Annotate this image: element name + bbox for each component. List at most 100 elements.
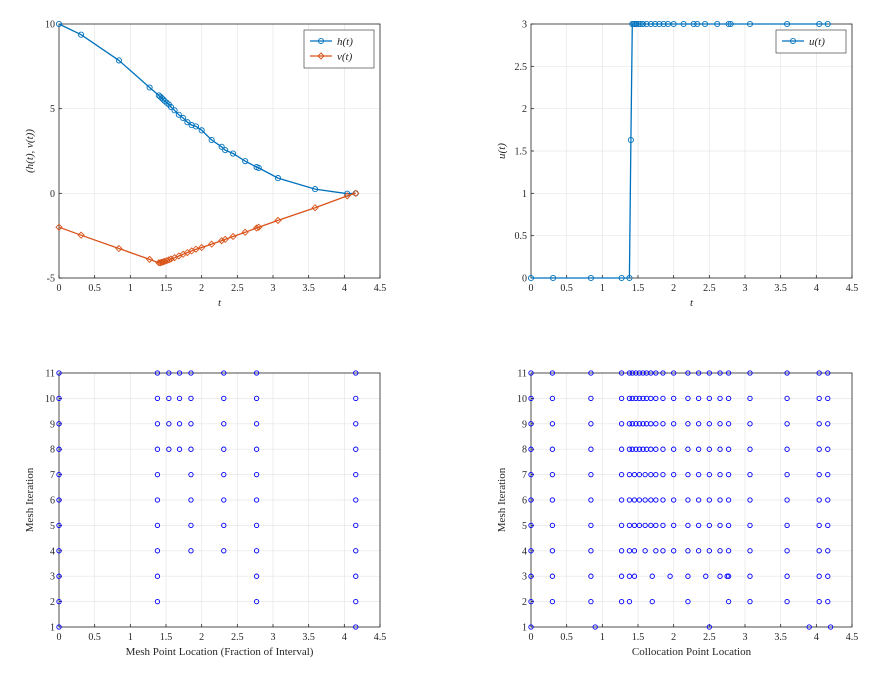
x-tick-label: 2	[671, 283, 676, 294]
y-tick-label: 4	[522, 546, 527, 557]
mesh-point	[549, 522, 556, 529]
x-tick-label: 4	[814, 632, 819, 643]
mesh-point	[695, 370, 702, 376]
mesh-point	[253, 395, 260, 402]
y-tick-label: 1.5	[515, 147, 528, 158]
mesh-point	[660, 421, 666, 427]
x-tick-label: 2	[199, 283, 204, 294]
mesh-point	[618, 497, 625, 503]
mesh-point	[56, 497, 62, 503]
mesh-point	[725, 395, 732, 402]
data-point-circle	[690, 20, 697, 28]
y-tick-label: 9	[522, 419, 527, 430]
mesh-point	[353, 446, 359, 452]
mesh-point	[588, 421, 594, 427]
mesh-point	[653, 522, 659, 529]
mesh-point	[660, 395, 666, 402]
data-point-circle	[55, 20, 63, 28]
x-tick-label: 1	[128, 283, 133, 294]
mesh-point	[653, 548, 659, 554]
mesh-point	[784, 370, 790, 376]
mesh-point	[816, 573, 822, 579]
mesh-point	[816, 421, 822, 427]
mesh-point	[633, 421, 639, 427]
data-point-circle	[618, 274, 625, 282]
x-tick-label: 3.5	[774, 632, 787, 643]
mesh-point	[747, 573, 753, 579]
mesh-point	[671, 548, 677, 554]
mesh-point	[188, 446, 194, 452]
mesh-point	[648, 497, 654, 503]
mesh-point	[221, 395, 227, 402]
x-tick-label: 0.5	[560, 283, 573, 294]
legend-entry-label: u(t)	[809, 36, 825, 48]
y-tick-label: 4	[50, 546, 55, 557]
data-point-circle	[550, 274, 557, 282]
mesh-point	[549, 548, 556, 554]
mesh-point	[221, 421, 227, 427]
mesh-point	[648, 370, 654, 376]
y-tick-label: 5	[50, 104, 55, 115]
mesh-point	[528, 395, 534, 402]
mesh-point	[629, 395, 635, 402]
mesh-point	[56, 598, 62, 605]
mesh-point	[633, 446, 639, 452]
data-point-circle	[171, 107, 178, 114]
mesh-point	[528, 548, 534, 554]
data-point-circle	[222, 147, 229, 154]
mesh-point	[588, 548, 594, 554]
x-tick-label: 1.5	[160, 632, 173, 643]
y-tick-label: 7	[50, 470, 55, 481]
x-tick-label: 1	[600, 632, 605, 643]
data-point-circle	[670, 20, 677, 28]
mesh-point	[626, 395, 633, 402]
mesh-point	[816, 446, 822, 452]
mesh-point	[667, 573, 673, 579]
mesh-point	[549, 446, 556, 452]
mesh-point	[816, 598, 822, 605]
data-point-circle	[218, 143, 225, 150]
mesh-point	[353, 548, 359, 554]
mesh-point	[188, 548, 194, 554]
mesh-point	[528, 497, 534, 503]
mesh-point	[717, 421, 723, 427]
mesh-point	[747, 446, 753, 452]
mesh-point	[640, 370, 646, 376]
mesh-point	[825, 497, 831, 503]
y-tick-label: 5	[50, 521, 55, 532]
mesh-point	[695, 522, 702, 529]
mesh-point	[747, 471, 753, 478]
mesh-point	[747, 497, 753, 503]
data-point-circle	[639, 20, 647, 28]
mesh-point	[154, 522, 161, 529]
mesh-point	[636, 497, 643, 503]
data-point-circle	[242, 158, 249, 165]
data-point-diamond	[352, 189, 360, 197]
x-tick-label: 4	[814, 283, 819, 294]
legend-entry-label: v(t)	[337, 51, 353, 63]
data-point-diamond	[343, 192, 351, 200]
mesh-point	[56, 370, 62, 376]
mesh-point	[253, 497, 260, 503]
data-point-circle	[527, 274, 535, 282]
data-point-diamond	[145, 255, 154, 264]
mesh-point	[640, 446, 646, 452]
mesh-point	[660, 471, 666, 478]
y-tick-label: 1	[522, 623, 527, 634]
x-tick-label: 1	[600, 283, 605, 294]
x-tick-label: 1.5	[632, 283, 645, 294]
y-tick-label: 2	[50, 597, 55, 608]
data-point-circle	[626, 274, 633, 282]
mesh-point	[825, 598, 831, 605]
mesh-point	[725, 522, 732, 529]
legend: h(t) v(t)	[303, 29, 375, 69]
x-tick-label: 3.5	[774, 283, 787, 294]
mesh-point	[671, 446, 677, 452]
mesh-point	[549, 573, 556, 579]
mesh-point	[353, 497, 359, 503]
mesh-point	[660, 446, 666, 452]
mesh-point	[631, 548, 638, 554]
mesh-point	[353, 598, 359, 605]
mesh-point	[648, 522, 654, 529]
mesh-point	[618, 471, 625, 478]
